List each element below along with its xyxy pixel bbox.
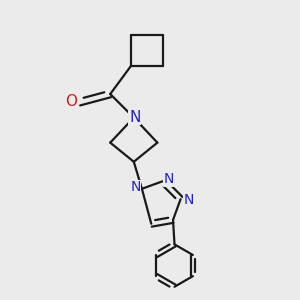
Text: N: N <box>164 172 174 186</box>
Text: N: N <box>184 193 194 207</box>
Text: O: O <box>65 94 77 109</box>
Text: N: N <box>130 180 141 194</box>
Text: N: N <box>129 110 140 124</box>
